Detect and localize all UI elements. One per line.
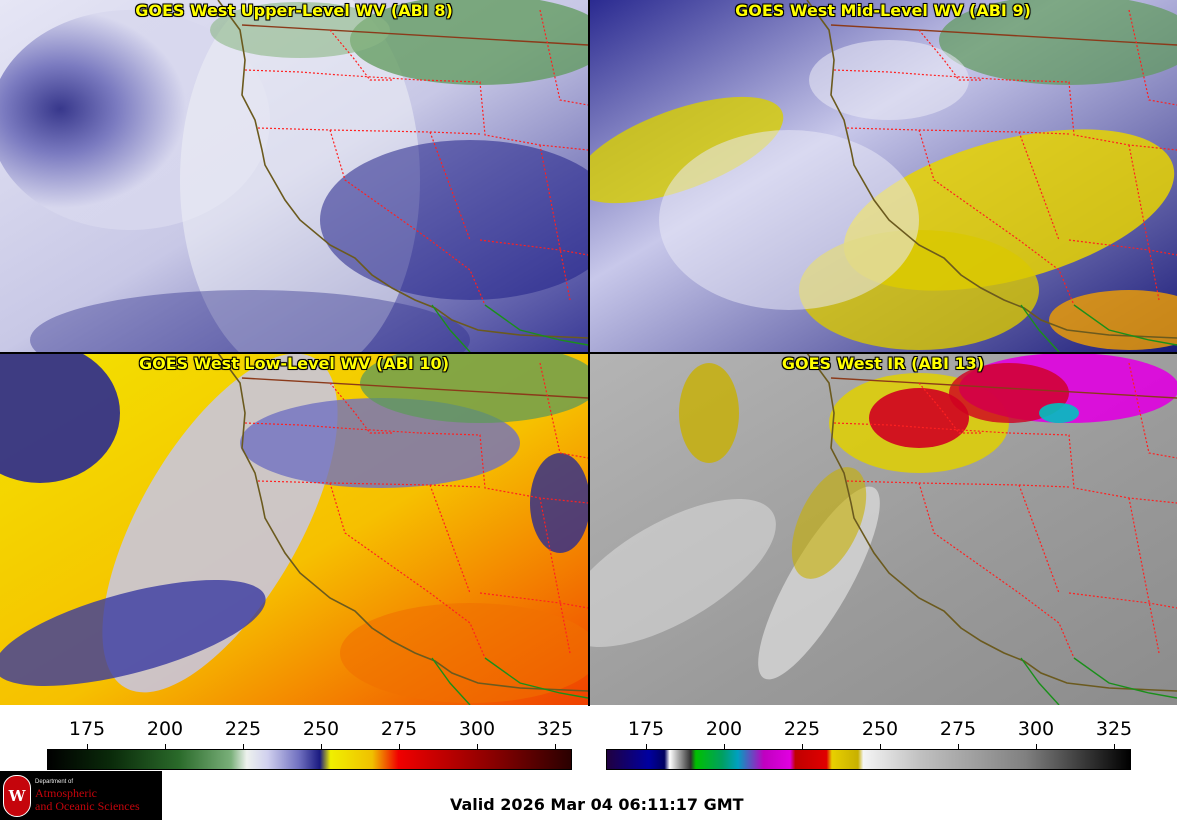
colorbar-tick-label: 200 (146, 718, 184, 740)
colorbar-tick-label: 225 (224, 718, 262, 740)
upper-level-wv-panel: GOES West Upper-Level WV (ABI 8) (0, 0, 588, 352)
colorbar-tick-mark (646, 744, 647, 750)
logo-line-3: and Oceanic Sciences (35, 799, 140, 813)
valid-time: Valid 2026 Mar 04 06:11:17 GMT (450, 795, 744, 814)
colorbar-tick-mark (477, 744, 478, 750)
ir-colorbar-gradient (606, 749, 1131, 770)
colorbar-tick-label: 225 (783, 718, 821, 740)
logo-line-1: Department of (35, 779, 74, 785)
ir-colorbar: 175 200 225 250 275 300 325 (606, 706, 1133, 770)
wv-colorbar-gradient (47, 749, 572, 770)
colorbar-tick-mark (87, 744, 88, 750)
panel-divider-horizontal (0, 352, 1177, 354)
mid-level-wv-panel: GOES West Mid-Level WV (ABI 9) (589, 0, 1177, 352)
colorbar-tick-mark (243, 744, 244, 750)
colorbar-tick-label: 175 (68, 718, 106, 740)
colorbar-tick-label: 275 (939, 718, 977, 740)
wv-colorbar: 175 200 225 250 275 300 325 (47, 706, 574, 770)
colorbar-tick-label: 275 (380, 718, 418, 740)
low-level-wv-panel: GOES West Low-Level WV (ABI 10) (0, 353, 588, 705)
infrared-panel: GOES West IR (ABI 13) (589, 353, 1177, 705)
mid-level-wv-image (589, 0, 1177, 352)
colorbar-tick-label: 175 (627, 718, 665, 740)
colorbar-tick-label: 250 (861, 718, 899, 740)
colorbar-tick-label: 325 (1095, 718, 1133, 740)
infrared-image (589, 353, 1177, 705)
colorbar-tick-mark (802, 744, 803, 750)
colorbar-tick-label: 325 (536, 718, 574, 740)
aos-logo: W Department of Atmospheric and Oceanic … (0, 771, 162, 820)
colorbar-tick-mark (1036, 744, 1037, 750)
upper-level-wv-image (0, 0, 588, 352)
colorbar-tick-label: 200 (705, 718, 743, 740)
colorbar-tick-mark (1114, 744, 1115, 750)
colorbar-tick-mark (724, 744, 725, 750)
wv-colorbar-ticks: 175 200 225 250 275 300 325 (47, 706, 574, 750)
colorbar-tick-label: 300 (458, 718, 496, 740)
university-seal-icon: W (3, 775, 31, 817)
colorbar-tick-label: 250 (302, 718, 340, 740)
colorbar-tick-mark (958, 744, 959, 750)
logo-line-2: Atmospheric (35, 786, 97, 800)
low-level-wv-image (0, 353, 588, 705)
colorbar-tick-mark (399, 744, 400, 750)
colorbar-tick-mark (165, 744, 166, 750)
colorbar-tick-label: 300 (1017, 718, 1055, 740)
colorbar-tick-mark (880, 744, 881, 750)
ir-colorbar-ticks: 175 200 225 250 275 300 325 (606, 706, 1133, 750)
colorbar-tick-mark (321, 744, 322, 750)
colorbar-tick-mark (555, 744, 556, 750)
